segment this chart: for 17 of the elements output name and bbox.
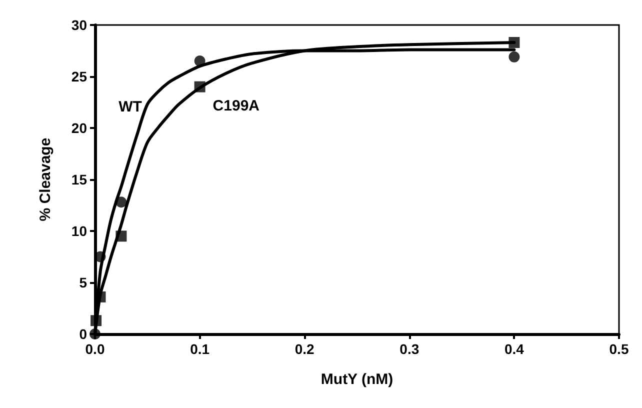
- x-tick-label: 0.1: [190, 341, 210, 357]
- x-axis-title: MutY (nM): [320, 371, 394, 388]
- series-label: C199A: [212, 97, 260, 114]
- x-tick-label: 0.2: [294, 341, 315, 357]
- y-tick-label: 5: [79, 274, 88, 290]
- y-tick-label: 25: [71, 68, 88, 84]
- x-tick-label: 0.5: [609, 341, 629, 357]
- series-label: WT: [118, 98, 142, 116]
- y-tick-label: 20: [71, 120, 88, 136]
- x-tick-label: 0.0: [85, 341, 105, 357]
- x-tick-label: 0.4: [504, 341, 524, 357]
- y-tick-label: 15: [71, 172, 88, 188]
- y-axis-title: % Cleavage: [37, 138, 54, 222]
- y-tick-label: 30: [71, 17, 88, 33]
- y-tick-label: 0: [79, 326, 88, 342]
- x-tick-label: 0.3: [400, 341, 420, 357]
- y-tick-label: 10: [71, 223, 88, 239]
